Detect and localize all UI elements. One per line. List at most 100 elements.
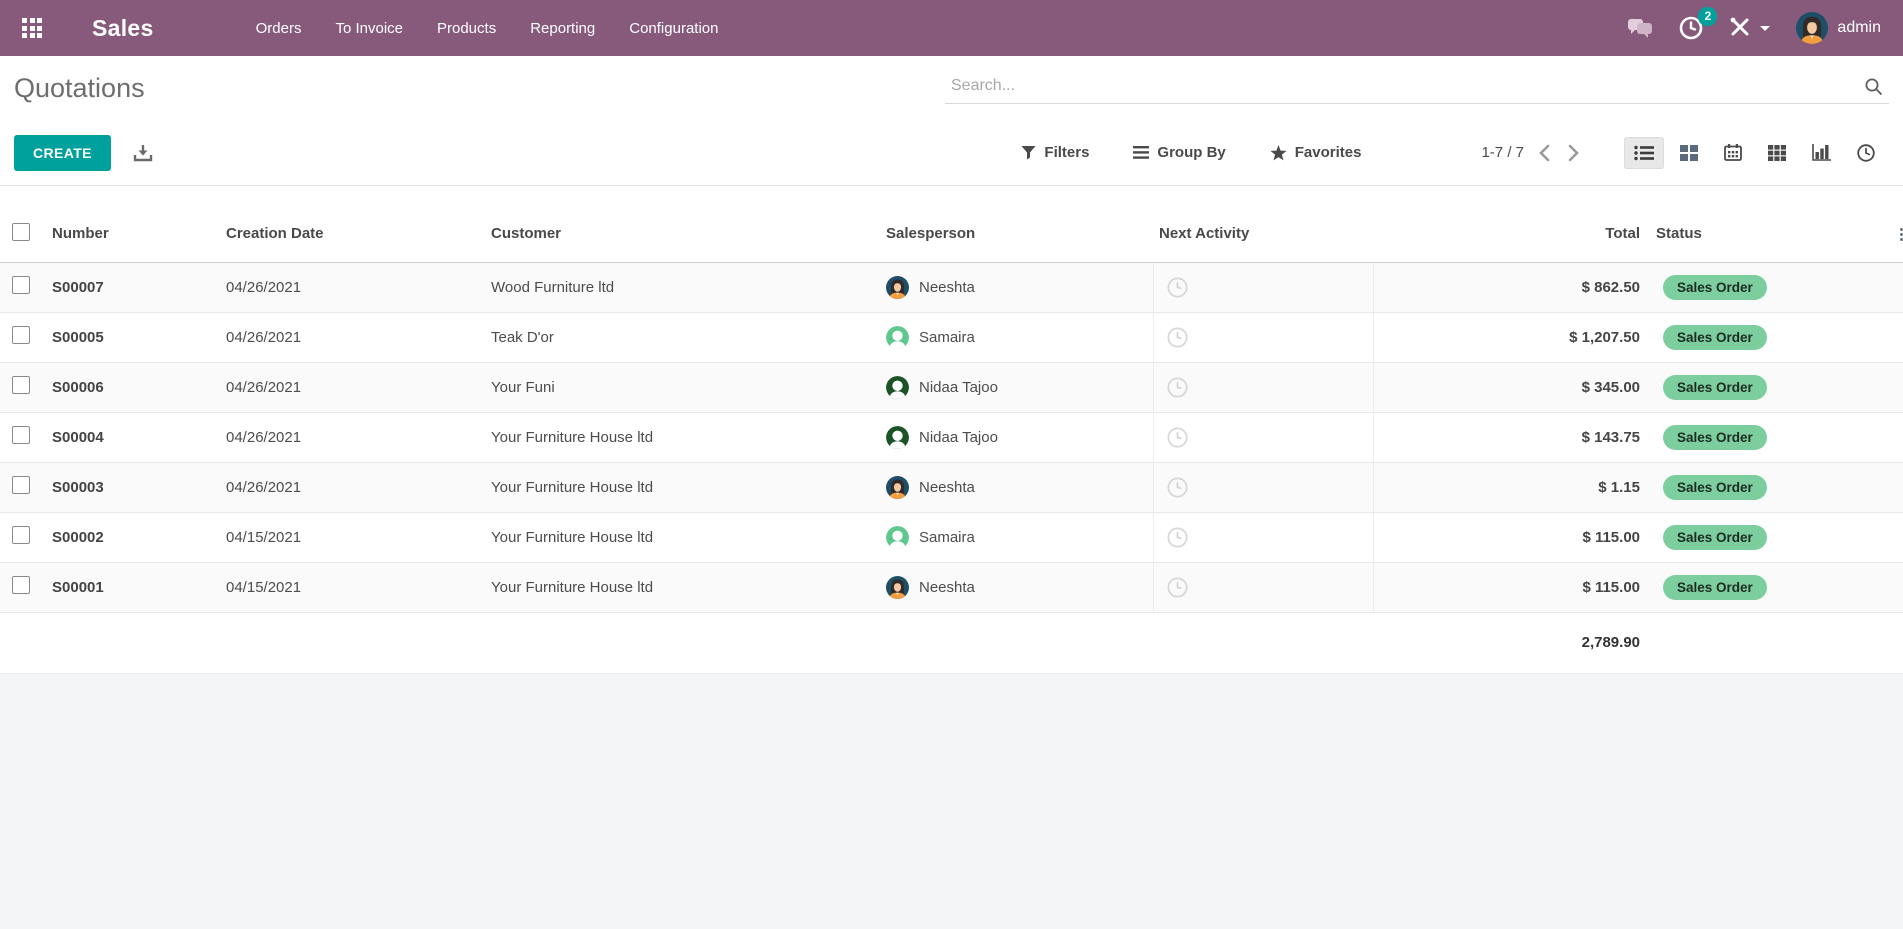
column-options-icon[interactable]: ⋮ [1894, 226, 1903, 243]
filters-label: Filters [1044, 144, 1089, 161]
cell-customer: Your Funi [485, 362, 880, 412]
cell-customer: Your Furniture House ltd [485, 412, 880, 462]
cell-number: S00003 [46, 462, 220, 512]
cell-salesperson: Neeshta [919, 479, 975, 496]
filter-icon [1021, 145, 1036, 160]
group-by-label: Group By [1157, 144, 1225, 161]
header-total[interactable]: Total [1373, 206, 1650, 262]
sum-row: 2,789.90 [0, 613, 1903, 673]
status-badge: Sales Order [1663, 525, 1767, 550]
next-activity-clock-icon[interactable] [1167, 527, 1373, 548]
cell-customer: Your Furniture House ltd [485, 462, 880, 512]
table-row[interactable]: S00002 04/15/2021 Your Furniture House l… [0, 512, 1903, 562]
next-activity-clock-icon[interactable] [1167, 577, 1373, 598]
activity-count-badge: 2 [1698, 7, 1717, 26]
cell-creation-date: 04/15/2021 [220, 512, 485, 562]
view-kanban-icon[interactable] [1670, 137, 1708, 169]
tools-icon[interactable] [1729, 17, 1770, 39]
row-checkbox[interactable] [12, 476, 30, 494]
view-calendar-icon[interactable] [1714, 136, 1752, 169]
cell-creation-date: 04/26/2021 [220, 262, 485, 312]
activities-clock-icon[interactable]: 2 [1679, 16, 1703, 40]
table-row[interactable]: S00007 04/26/2021 Wood Furniture ltd Nee… [0, 262, 1903, 312]
row-checkbox[interactable] [12, 276, 30, 294]
next-activity-clock-icon[interactable] [1167, 477, 1373, 498]
group-by-button[interactable]: Group By [1133, 144, 1225, 161]
apps-grid-icon[interactable] [22, 18, 42, 38]
search-icon[interactable] [1864, 77, 1883, 96]
menu-to-invoice[interactable]: To Invoice [325, 14, 413, 43]
cell-number: S00004 [46, 412, 220, 462]
salesperson-avatar [886, 276, 909, 299]
status-badge: Sales Order [1663, 575, 1767, 600]
view-activity-icon[interactable] [1847, 136, 1885, 170]
next-activity-clock-icon[interactable] [1167, 327, 1373, 348]
view-pivot-icon[interactable] [1758, 137, 1796, 169]
table-row[interactable]: S00005 04/26/2021 Teak D'or Samaira $ 1,… [0, 312, 1903, 362]
header-creation-date[interactable]: Creation Date [220, 206, 485, 262]
next-activity-clock-icon[interactable] [1167, 277, 1373, 298]
top-navbar: Sales Orders To Invoice Products Reporti… [0, 0, 1903, 56]
page-title: Quotations [14, 73, 145, 104]
cell-customer: Teak D'or [485, 312, 880, 362]
table-row[interactable]: S00001 04/15/2021 Your Furniture House l… [0, 562, 1903, 612]
status-badge: Sales Order [1663, 475, 1767, 500]
control-panel-top: Quotations [0, 56, 1903, 120]
export-icon[interactable] [133, 143, 153, 163]
header-status[interactable]: Status [1650, 206, 1888, 262]
status-badge: Sales Order [1663, 325, 1767, 350]
next-page-icon[interactable] [1564, 140, 1584, 166]
cell-total: $ 1,207.50 [1373, 312, 1650, 362]
caret-down-icon [1760, 26, 1770, 31]
quotations-table: Number Creation Date Customer Salesperso… [0, 206, 1903, 613]
cell-customer: Your Furniture House ltd [485, 562, 880, 612]
row-checkbox[interactable] [12, 326, 30, 344]
favorites-button[interactable]: Favorites [1270, 144, 1362, 161]
header-next-activity[interactable]: Next Activity [1153, 206, 1373, 262]
create-button[interactable]: CREATE [14, 135, 111, 171]
cell-total: $ 143.75 [1373, 412, 1650, 462]
cell-customer: Your Furniture House ltd [485, 512, 880, 562]
next-activity-clock-icon[interactable] [1167, 377, 1373, 398]
header-customer[interactable]: Customer [485, 206, 880, 262]
messages-icon[interactable] [1627, 17, 1653, 39]
cell-creation-date: 04/26/2021 [220, 312, 485, 362]
status-badge: Sales Order [1663, 425, 1767, 450]
row-checkbox[interactable] [12, 576, 30, 594]
user-name: admin [1837, 19, 1881, 37]
sum-total: 2,789.90 [0, 634, 1650, 651]
table-row[interactable]: S00003 04/26/2021 Your Furniture House l… [0, 462, 1903, 512]
view-graph-icon[interactable] [1802, 136, 1841, 169]
menu-products[interactable]: Products [427, 14, 506, 43]
table-header-row: Number Creation Date Customer Salesperso… [0, 206, 1903, 262]
select-all-checkbox[interactable] [12, 223, 30, 241]
view-list-icon[interactable] [1624, 137, 1664, 169]
menu-configuration[interactable]: Configuration [619, 14, 728, 43]
table-row[interactable]: S00004 04/26/2021 Your Furniture House l… [0, 412, 1903, 462]
row-checkbox[interactable] [12, 526, 30, 544]
menu-reporting[interactable]: Reporting [520, 14, 605, 43]
user-menu[interactable]: admin [1796, 12, 1881, 44]
cell-customer: Wood Furniture ltd [485, 262, 880, 312]
next-activity-clock-icon[interactable] [1167, 427, 1373, 448]
menu-orders[interactable]: Orders [246, 14, 312, 43]
cell-total: $ 115.00 [1373, 512, 1650, 562]
salesperson-avatar [886, 376, 909, 399]
row-checkbox[interactable] [12, 376, 30, 394]
header-salesperson[interactable]: Salesperson [880, 206, 1153, 262]
cell-creation-date: 04/26/2021 [220, 462, 485, 512]
cell-number: S00002 [46, 512, 220, 562]
filters-button[interactable]: Filters [1021, 144, 1089, 161]
control-panel-buttons: CREATE Filters Group By Favorites [0, 120, 1903, 186]
search-input[interactable] [951, 77, 1864, 95]
app-title[interactable]: Sales [92, 15, 154, 42]
row-checkbox[interactable] [12, 426, 30, 444]
app-menu: Orders To Invoice Products Reporting Con… [246, 14, 729, 43]
cell-salesperson: Neeshta [919, 279, 975, 296]
prev-page-icon[interactable] [1534, 140, 1554, 166]
salesperson-avatar [886, 426, 909, 449]
salesperson-avatar [886, 526, 909, 549]
table-row[interactable]: S00006 04/26/2021 Your Funi Nidaa Tajoo … [0, 362, 1903, 412]
cell-number: S00001 [46, 562, 220, 612]
header-number[interactable]: Number [46, 206, 220, 262]
